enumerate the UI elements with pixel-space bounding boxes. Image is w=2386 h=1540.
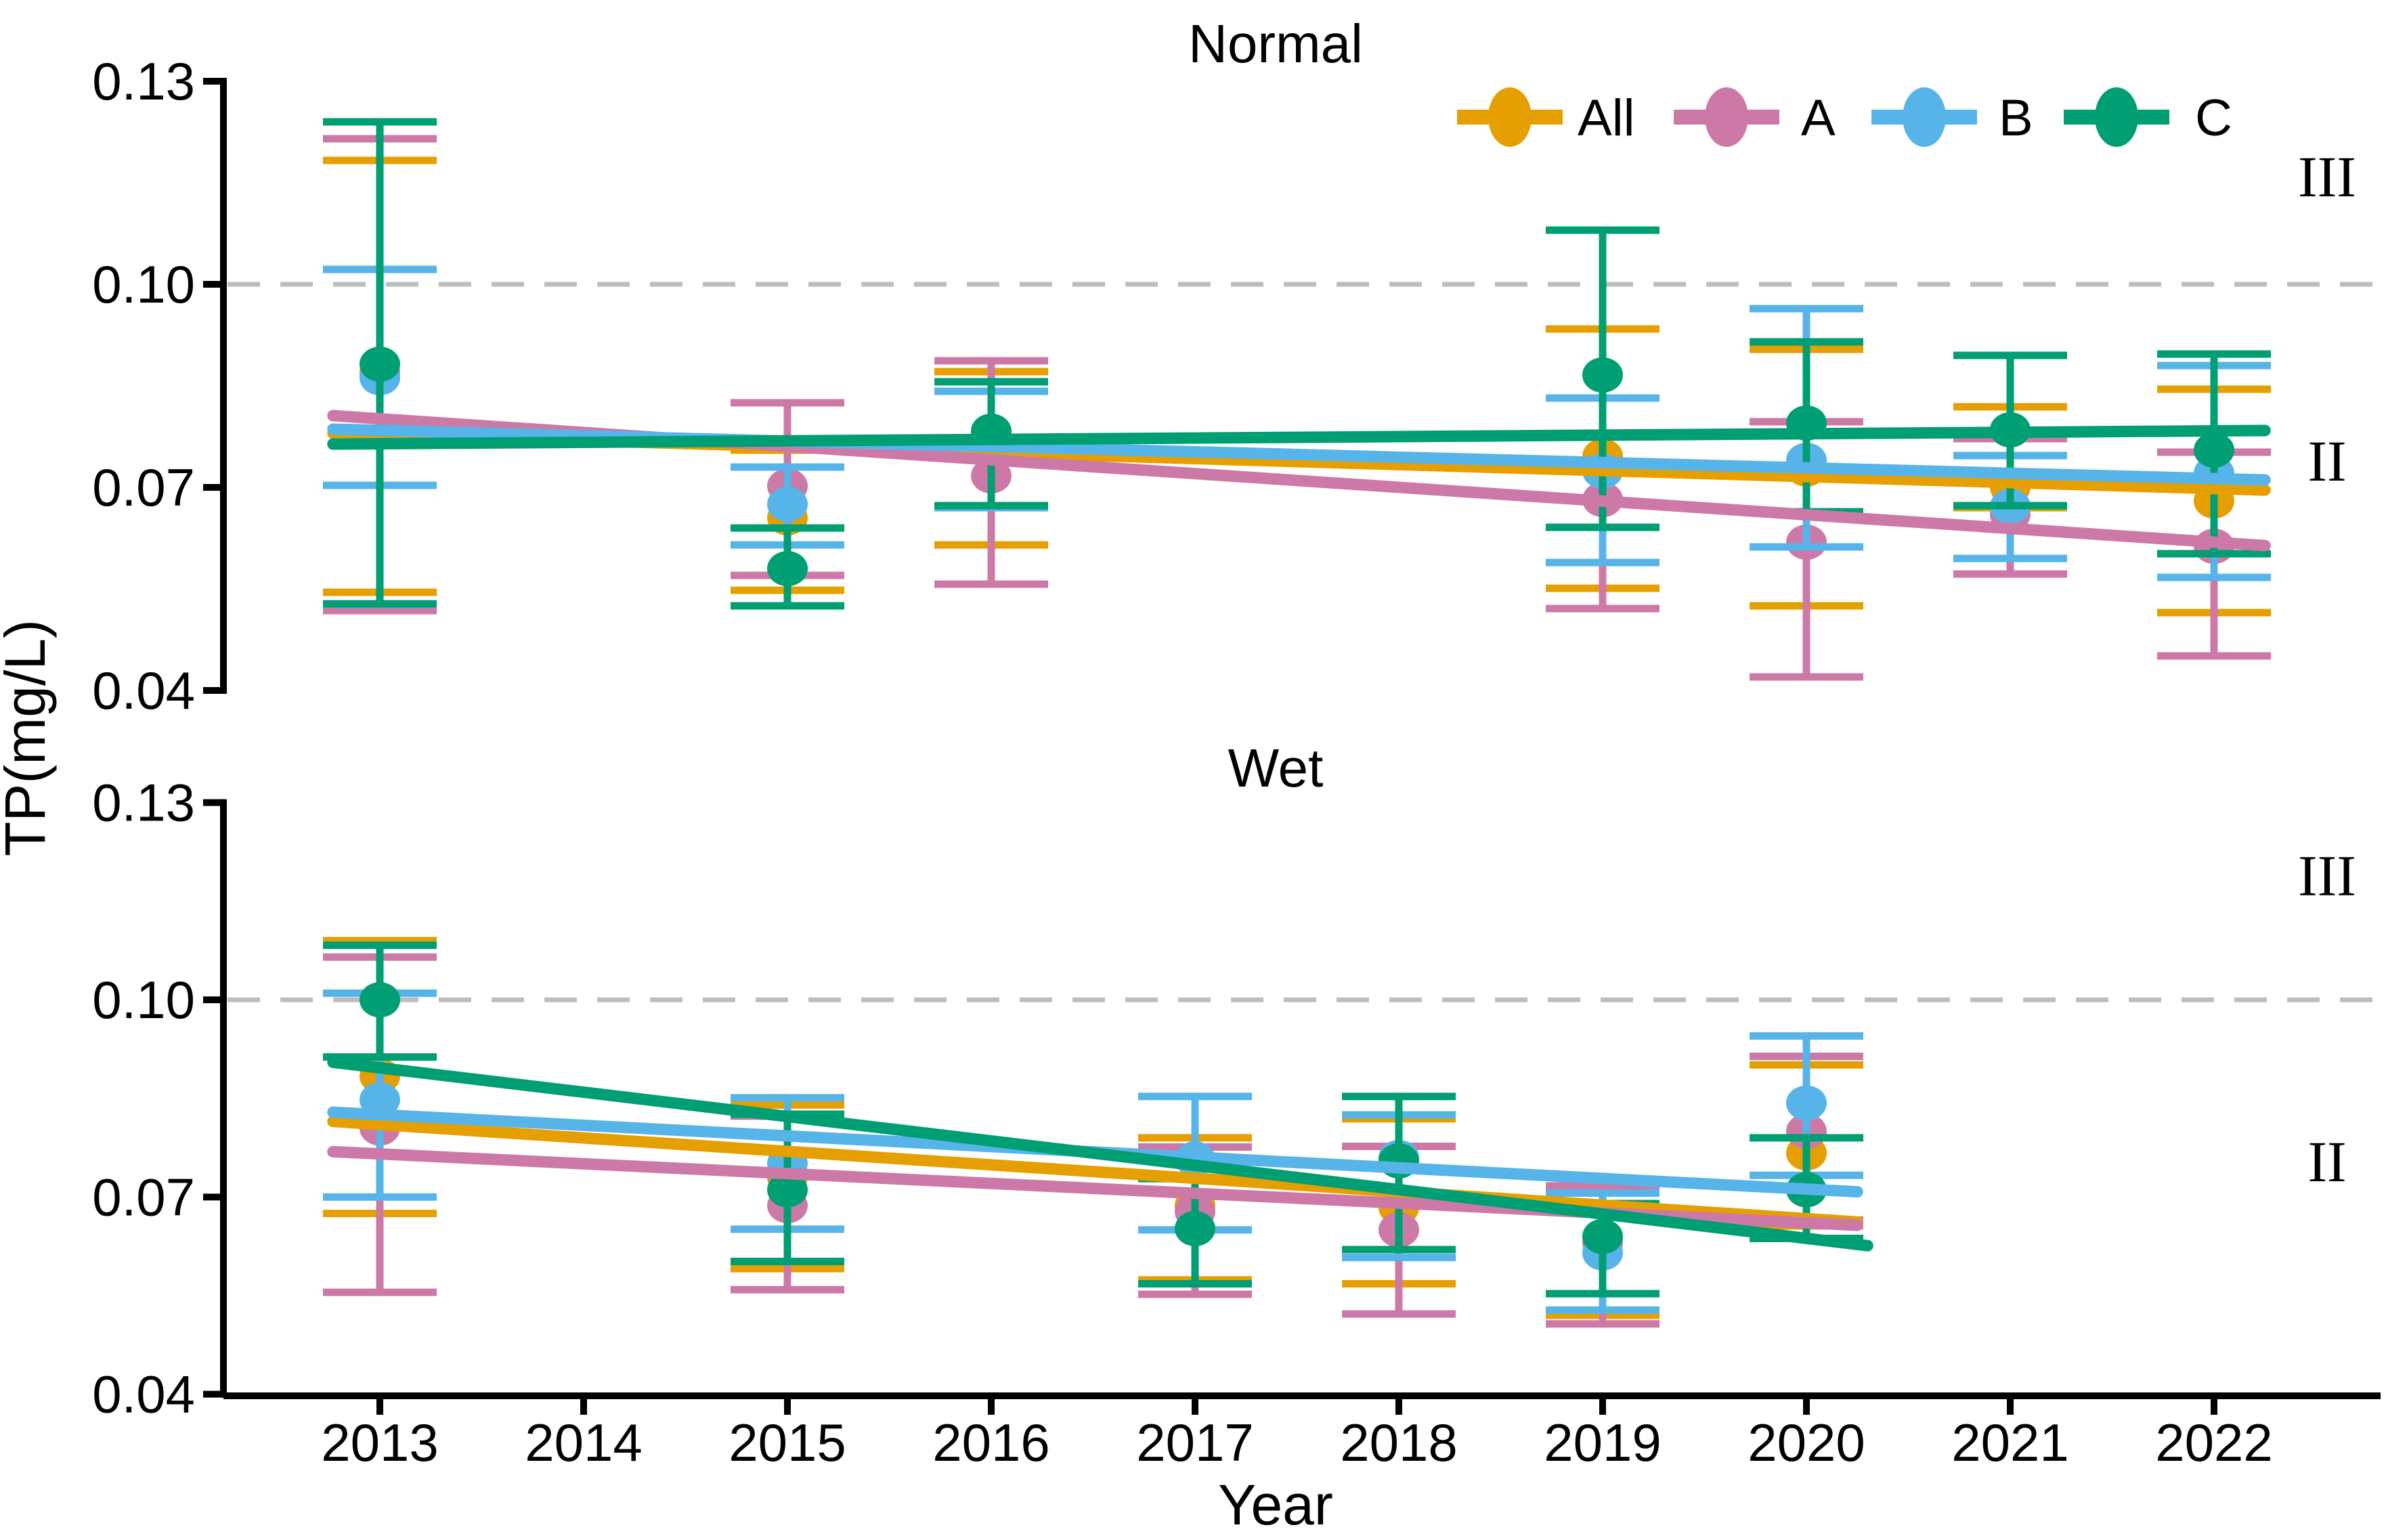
legend-label: A xyxy=(1801,89,1836,147)
legend: All A B C xyxy=(1457,87,2232,147)
x-tick-label: 2013 xyxy=(321,1413,439,1472)
x-tick-label: 2020 xyxy=(1748,1413,1865,1472)
x-tick-label: 2018 xyxy=(1340,1413,1458,1472)
data-point-C-2013 xyxy=(360,982,400,1017)
zone-label-II: II xyxy=(2307,1129,2346,1194)
legend-item-All: All xyxy=(1457,87,1634,147)
y-tick-label: 0.10 xyxy=(92,255,195,314)
data-point-C-2015 xyxy=(767,1172,808,1208)
legend-label: C xyxy=(2195,89,2232,147)
zone-label-II: II xyxy=(2307,428,2346,493)
zone-label-III: III xyxy=(2298,843,2356,908)
x-tick-label: 2022 xyxy=(2155,1413,2273,1472)
y-axis-title: TP(mg/L) xyxy=(0,619,57,856)
panel-title-wet: Wet xyxy=(1228,738,1324,798)
series-All xyxy=(323,156,2271,617)
y-tick-label: 0.07 xyxy=(92,458,195,517)
trend-line-All xyxy=(327,1116,1863,1228)
x-axis-title: Year xyxy=(1218,1473,1333,1537)
data-point-C-2019 xyxy=(1582,1218,1623,1254)
y-tick-label: 0.13 xyxy=(92,773,195,833)
data-point-C-2019 xyxy=(1582,357,1623,393)
y-tick-label: 0.10 xyxy=(92,970,195,1030)
x-axis-group: 2013 2014 2015 2016 2017 2018 2019 2020 2021 2022 xyxy=(223,1392,2381,1472)
data-point-C-2017 xyxy=(1175,1210,1215,1246)
x-tick-label: 2021 xyxy=(1951,1413,2069,1472)
legend-dot-icon xyxy=(2095,87,2138,147)
data-point-B-2015 xyxy=(767,487,808,522)
x-tick-label: 2017 xyxy=(1136,1413,1254,1472)
x-tick-label: 2019 xyxy=(1544,1413,1662,1472)
legend-item-C: C xyxy=(2064,87,2232,147)
y-tick-label: 0.07 xyxy=(92,1167,195,1227)
legend-dot-icon xyxy=(1488,87,1532,147)
data-point-B-2020 xyxy=(1786,1085,1827,1121)
legend-item-A: A xyxy=(1674,87,1836,147)
series-C xyxy=(323,118,2271,610)
data-point-C-2015 xyxy=(767,551,808,586)
panel-title-normal: Normal xyxy=(1188,14,1363,74)
x-tick-label: 2015 xyxy=(729,1413,846,1472)
x-tick-label: 2014 xyxy=(525,1413,643,1472)
x-tick-label: 2016 xyxy=(932,1413,1050,1472)
zone-label-III: III xyxy=(2298,144,2356,209)
chart-render-root: 0.130.100.070.04IIIII0.130.100.070.04III… xyxy=(92,51,2381,1472)
legend-dot-icon xyxy=(1705,87,1748,147)
legend-item-B: B xyxy=(1871,87,2033,147)
y-tick-label: 0.04 xyxy=(92,1365,195,1424)
data-point-C-2013 xyxy=(360,347,400,382)
legend-dot-icon xyxy=(1903,87,1946,147)
y-tick-label: 0.04 xyxy=(92,661,195,720)
trend-line-C xyxy=(327,1056,1873,1252)
y-tick-label: 0.13 xyxy=(92,51,195,111)
legend-label: All xyxy=(1578,89,1634,147)
legend-label: B xyxy=(1999,89,2033,147)
trend-line-C xyxy=(327,424,2271,450)
data-point-C-2022 xyxy=(2194,433,2234,468)
